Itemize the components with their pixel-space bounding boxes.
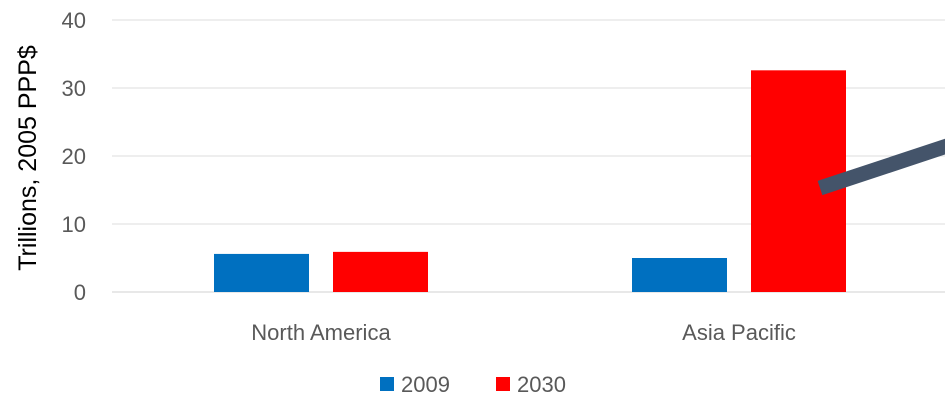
- legend-label-2009: 2009: [401, 372, 450, 397]
- x-axis-categories: North America Asia Pacific: [251, 320, 796, 345]
- legend: 2009 2030: [380, 372, 566, 397]
- x-category-label: North America: [251, 320, 391, 345]
- bars: [214, 70, 846, 292]
- bar-2009-asia-pacific: [632, 258, 727, 292]
- annotation-arrow: [817, 138, 945, 196]
- legend-label-2030: 2030: [517, 372, 566, 397]
- y-axis-label: Trillions, 2005 PPP$: [14, 45, 42, 271]
- y-tick-label: 0: [74, 280, 86, 305]
- y-tick-label: 20: [62, 144, 86, 169]
- y-tick-label: 30: [62, 76, 86, 101]
- y-tick-label: 40: [62, 8, 86, 33]
- legend-swatch-2009: [380, 377, 394, 391]
- x-category-label: Asia Pacific: [682, 320, 796, 345]
- legend-swatch-2030: [496, 377, 510, 391]
- y-tick-label: 10: [62, 212, 86, 237]
- y-axis-ticks: 0 10 20 30 40: [62, 8, 86, 305]
- bar-2009-north-america: [214, 253, 309, 292]
- bar-2030-north-america: [333, 251, 428, 292]
